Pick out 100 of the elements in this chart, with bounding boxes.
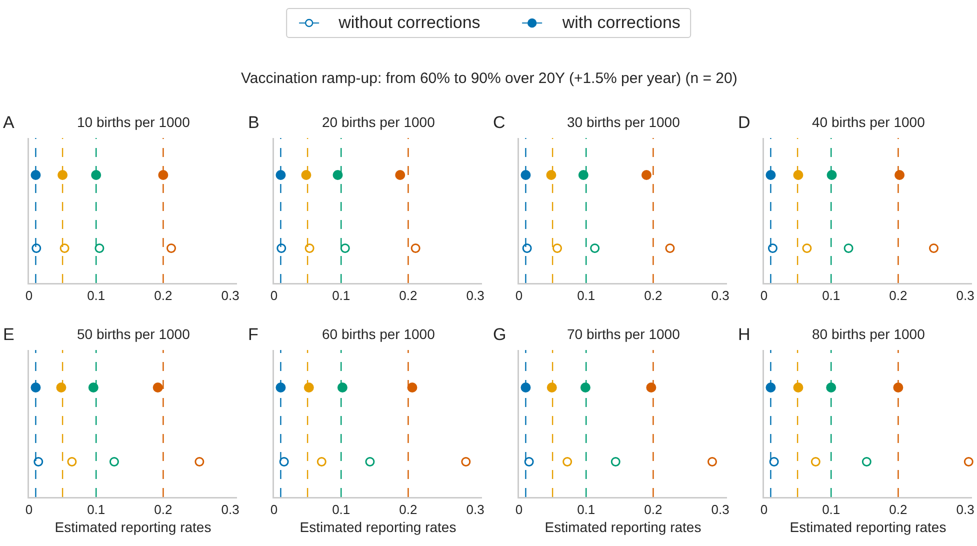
point bbox=[337, 382, 348, 392]
chart-title: 10 births per 1000 bbox=[77, 114, 190, 130]
point bbox=[340, 243, 350, 253]
point bbox=[109, 456, 119, 466]
text: A bbox=[3, 113, 15, 132]
x-axis-title: Estimated reporting rates bbox=[300, 519, 456, 536]
point bbox=[94, 243, 104, 253]
point bbox=[769, 456, 779, 466]
point bbox=[30, 170, 41, 180]
point bbox=[826, 170, 837, 180]
text: E bbox=[3, 325, 14, 344]
x-tick-label: 0 bbox=[270, 288, 278, 304]
x-axis-title: Estimated reporting rates bbox=[544, 519, 702, 536]
chart-title: 80 births per 1000 bbox=[812, 326, 926, 342]
x-tick-label: 0.1 bbox=[577, 288, 596, 304]
point bbox=[67, 456, 77, 466]
chart-title: 70 births per 1000 bbox=[567, 326, 680, 342]
x-tick-label: 0.3 bbox=[956, 288, 974, 304]
text: G bbox=[493, 325, 506, 344]
x-tick-label: 0.3 bbox=[956, 502, 974, 518]
point bbox=[166, 243, 176, 253]
point bbox=[276, 170, 286, 180]
legend-label: with corrections bbox=[562, 13, 680, 33]
x-axis-title: Estimated reporting rates bbox=[790, 519, 946, 536]
point bbox=[546, 170, 556, 180]
point bbox=[522, 243, 532, 253]
point bbox=[461, 456, 471, 466]
x-tick-label: 0.2 bbox=[154, 288, 172, 304]
point bbox=[562, 456, 572, 466]
point bbox=[894, 170, 905, 180]
point bbox=[802, 243, 812, 253]
point bbox=[520, 170, 531, 180]
point bbox=[768, 243, 778, 253]
chart-title: 30 births per 1000 bbox=[567, 114, 680, 130]
x-tick-label: 0.3 bbox=[711, 502, 730, 518]
point bbox=[826, 382, 836, 392]
chart-title: 50 births per 1000 bbox=[77, 326, 190, 342]
x-tick-label: 0.1 bbox=[87, 288, 106, 304]
point bbox=[332, 170, 343, 180]
x-tick-label: 0 bbox=[25, 502, 33, 518]
point bbox=[91, 170, 102, 180]
point bbox=[766, 170, 776, 180]
text: F bbox=[248, 325, 258, 344]
point bbox=[60, 243, 70, 253]
point bbox=[276, 243, 286, 253]
point bbox=[524, 456, 534, 466]
x-tick-label: 0.2 bbox=[644, 502, 662, 518]
point bbox=[88, 382, 98, 392]
point bbox=[304, 243, 314, 253]
point bbox=[665, 243, 675, 253]
legend-label: without corrections bbox=[338, 13, 480, 33]
x-tick-label: 0.2 bbox=[889, 502, 908, 518]
x-tick-label: 0.1 bbox=[822, 288, 840, 304]
point bbox=[301, 170, 312, 180]
text: C bbox=[493, 113, 506, 132]
point bbox=[365, 456, 375, 466]
x-tick-label: 0.1 bbox=[332, 502, 350, 518]
x-tick-label: 0.3 bbox=[466, 502, 484, 518]
point bbox=[929, 243, 938, 253]
point bbox=[590, 243, 600, 253]
x-tick-label: 0.3 bbox=[466, 288, 484, 304]
x-tick-label: 0.3 bbox=[221, 288, 240, 304]
text: H bbox=[738, 325, 750, 344]
point bbox=[407, 382, 418, 392]
point bbox=[152, 382, 163, 392]
x-tick-label: 0.2 bbox=[154, 502, 172, 518]
x-tick-label: 0.2 bbox=[889, 288, 908, 304]
point bbox=[194, 456, 204, 466]
x-tick-label: 0.1 bbox=[332, 288, 350, 304]
x-tick-label: 0.2 bbox=[399, 502, 418, 518]
point bbox=[793, 170, 804, 180]
x-tick-label: 0 bbox=[760, 502, 768, 518]
x-tick-label: 0.2 bbox=[399, 288, 418, 304]
chart-title: 60 births per 1000 bbox=[322, 326, 436, 342]
x-tick-label: 0.1 bbox=[822, 502, 840, 518]
point bbox=[552, 243, 562, 253]
point bbox=[641, 170, 652, 180]
point bbox=[580, 382, 590, 392]
x-tick-label: 0 bbox=[515, 502, 523, 518]
text: D bbox=[738, 113, 750, 132]
text: Vaccination ramp-up: from 60% to 90% over 20Y (+1.5% per year) (n = 20) bbox=[241, 70, 738, 87]
point bbox=[58, 170, 68, 180]
point bbox=[158, 170, 168, 180]
text: B bbox=[248, 113, 260, 132]
point bbox=[32, 243, 42, 253]
point bbox=[893, 382, 904, 392]
point bbox=[410, 243, 420, 253]
point bbox=[304, 382, 314, 392]
x-tick-label: 0 bbox=[270, 502, 278, 518]
point bbox=[30, 382, 41, 392]
point bbox=[56, 382, 66, 392]
point bbox=[546, 382, 557, 392]
point bbox=[964, 456, 974, 466]
point bbox=[646, 382, 656, 392]
point bbox=[276, 382, 286, 392]
x-tick-label: 0 bbox=[515, 288, 523, 304]
chart-title: 20 births per 1000 bbox=[322, 114, 436, 130]
point bbox=[707, 456, 717, 466]
chart-title: 40 births per 1000 bbox=[812, 114, 926, 130]
point bbox=[793, 382, 804, 392]
